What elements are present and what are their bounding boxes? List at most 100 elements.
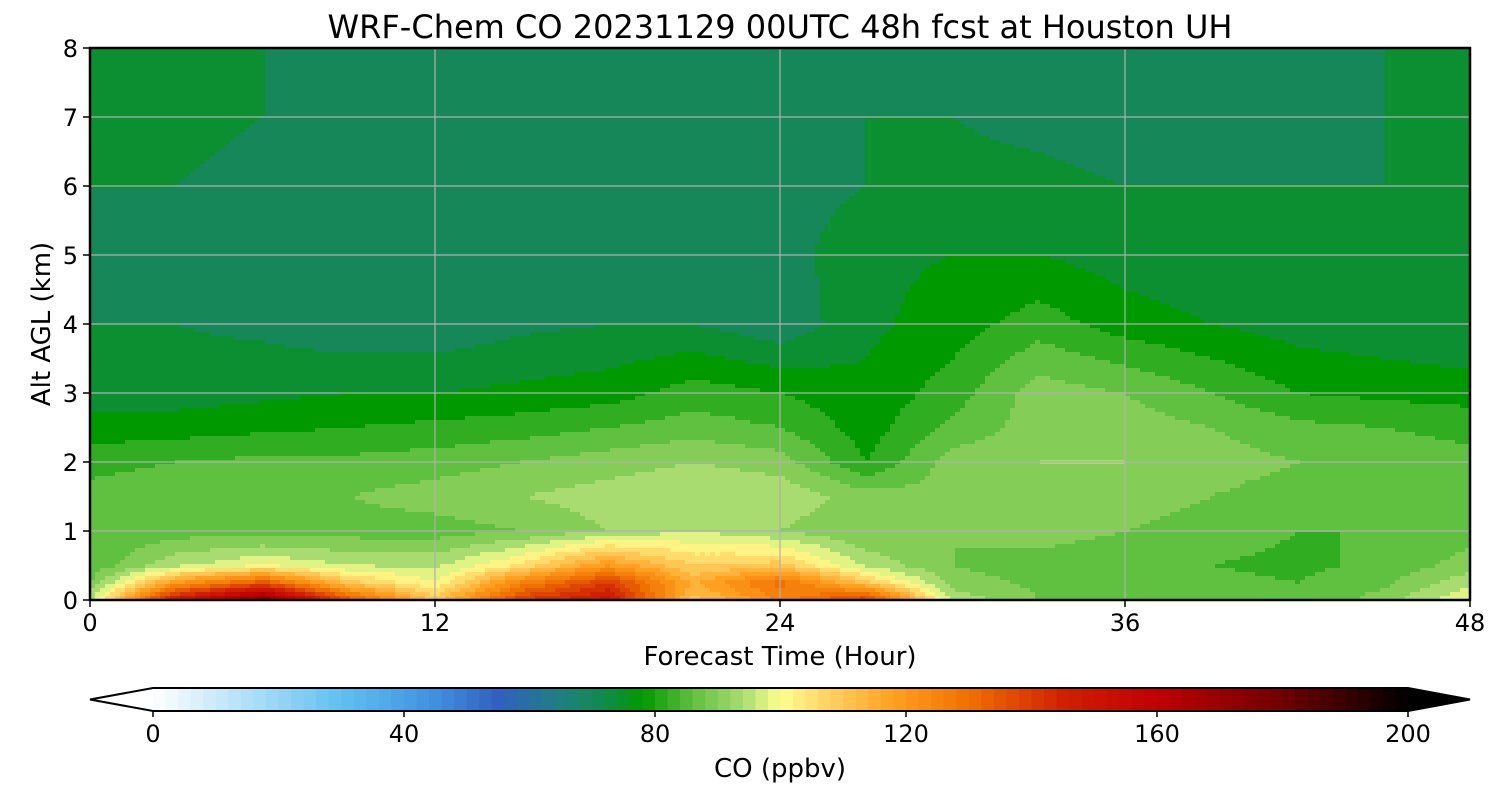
heatmap-cell	[170, 116, 176, 121]
heatmap-cell	[125, 104, 131, 109]
heatmap-cell	[260, 108, 266, 113]
heatmap-cell	[580, 100, 586, 105]
heatmap-cell	[785, 112, 791, 117]
heatmap-cell	[165, 56, 171, 61]
heatmap-cell	[945, 80, 951, 85]
heatmap-cell	[565, 96, 571, 101]
heatmap-cell	[555, 76, 561, 81]
heatmap-cell	[1275, 88, 1281, 93]
heatmap-cell	[1290, 92, 1296, 97]
heatmap-cell	[655, 80, 661, 85]
heatmap-cell	[400, 68, 406, 73]
heatmap-cell	[1460, 48, 1466, 53]
heatmap-cell	[1400, 64, 1406, 69]
heatmap-cell	[1265, 76, 1271, 81]
heatmap-cell	[635, 48, 641, 53]
heatmap-cell	[1380, 84, 1386, 89]
heatmap-cell	[735, 104, 741, 109]
heatmap-cell	[740, 64, 746, 69]
heatmap-cell	[1005, 68, 1011, 73]
heatmap-cell	[1315, 116, 1321, 121]
heatmap-cell	[595, 108, 601, 113]
heatmap-cell	[1260, 56, 1266, 61]
heatmap-cell	[920, 92, 926, 97]
heatmap-cell	[700, 64, 706, 69]
heatmap-cell	[1130, 80, 1136, 85]
heatmap-cell	[165, 100, 171, 105]
heatmap-cell	[505, 88, 511, 93]
heatmap-cell	[915, 52, 921, 57]
heatmap-cell	[290, 112, 296, 117]
heatmap-cell	[1245, 60, 1251, 65]
heatmap-cell	[620, 72, 626, 77]
heatmap-cell	[1165, 104, 1171, 109]
heatmap-cell	[1355, 116, 1361, 121]
heatmap-cell	[1065, 56, 1071, 61]
heatmap-cell	[1150, 56, 1156, 61]
heatmap-cell	[325, 76, 331, 81]
heatmap-cell	[455, 56, 461, 61]
heatmap-cell	[135, 76, 141, 81]
heatmap-cell	[690, 108, 696, 113]
heatmap-cell	[740, 84, 746, 89]
heatmap-cell	[1330, 76, 1336, 81]
heatmap-cell	[495, 52, 501, 57]
heatmap-cell	[695, 108, 701, 113]
heatmap-cell	[770, 68, 776, 73]
heatmap-cell	[865, 72, 871, 77]
heatmap-cell	[1465, 52, 1471, 57]
heatmap-cell	[575, 80, 581, 85]
heatmap-cell	[780, 68, 786, 73]
heatmap-cell	[260, 96, 266, 101]
heatmap-cell	[230, 72, 236, 77]
heatmap-cell	[585, 92, 591, 97]
heatmap-cell	[195, 56, 201, 61]
heatmap-cell	[825, 88, 831, 93]
heatmap-cell	[630, 84, 636, 89]
heatmap-cell	[890, 48, 896, 53]
heatmap-cell	[1250, 100, 1256, 105]
heatmap-cell	[440, 72, 446, 77]
heatmap-cell	[850, 116, 856, 121]
heatmap-cell	[1400, 60, 1406, 65]
heatmap-cell	[105, 68, 111, 73]
heatmap-cell	[820, 112, 826, 117]
heatmap-cell	[795, 80, 801, 85]
heatmap-cell	[1460, 96, 1466, 101]
heatmap-cell	[470, 56, 476, 61]
heatmap-cell	[875, 104, 881, 109]
heatmap-cell	[1420, 64, 1426, 69]
heatmap-cell	[1085, 108, 1091, 113]
heatmap-cell	[210, 84, 216, 89]
heatmap-cell	[470, 64, 476, 69]
heatmap-cell	[635, 80, 641, 85]
heatmap-cell	[160, 96, 166, 101]
heatmap-cell	[320, 80, 326, 85]
heatmap-cell	[175, 80, 181, 85]
heatmap-cell	[865, 60, 871, 65]
heatmap-cell	[165, 96, 171, 101]
heatmap-cell	[700, 96, 706, 101]
heatmap-cell	[715, 96, 721, 101]
heatmap-cell	[330, 80, 336, 85]
heatmap-cell	[535, 80, 541, 85]
heatmap-cell	[350, 100, 356, 105]
heatmap-cell	[540, 72, 546, 77]
heatmap-cell	[1125, 56, 1131, 61]
heatmap-cell	[295, 92, 301, 97]
heatmap-cell	[840, 72, 846, 77]
heatmap-cell	[1255, 72, 1261, 77]
heatmap-cell	[125, 88, 131, 93]
heatmap-cell	[310, 68, 316, 73]
heatmap-cell	[130, 56, 136, 61]
heatmap-cell	[435, 60, 441, 65]
heatmap-cell	[1370, 92, 1376, 97]
heatmap-cell	[770, 88, 776, 93]
heatmap-cell	[750, 88, 756, 93]
heatmap-cell	[910, 68, 916, 73]
heatmap-cell	[205, 116, 211, 121]
heatmap-cell	[650, 76, 656, 81]
heatmap-cell	[735, 112, 741, 117]
heatmap-cell	[290, 88, 296, 93]
heatmap-cell	[825, 92, 831, 97]
